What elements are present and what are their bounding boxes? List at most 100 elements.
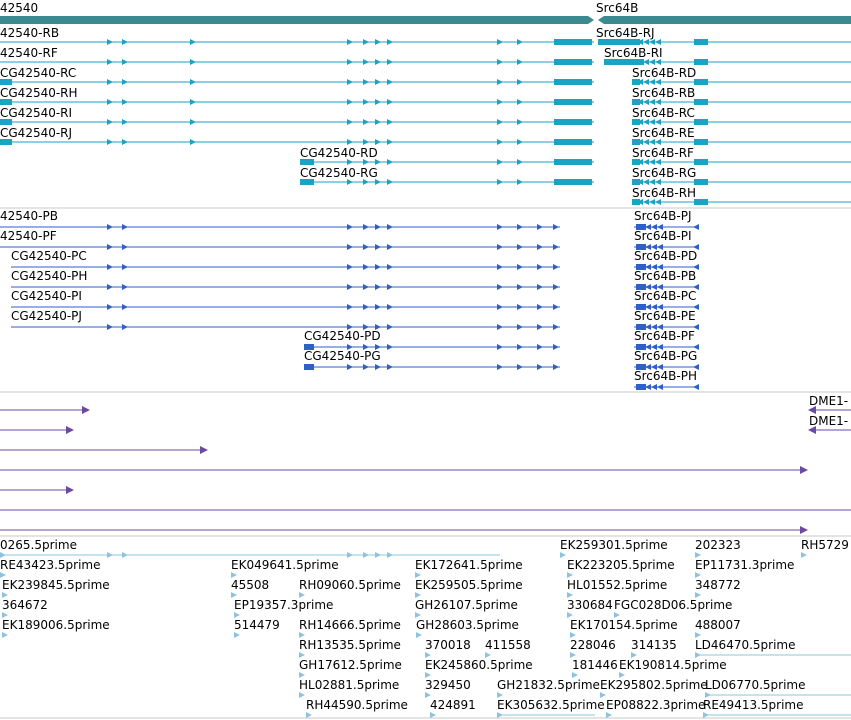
exon-block[interactable] bbox=[694, 139, 708, 145]
exon-block[interactable] bbox=[636, 364, 646, 370]
est-label[interactable]: EK295802.5prime bbox=[600, 678, 708, 692]
est-label[interactable]: 364672 bbox=[2, 598, 48, 612]
mrna-label[interactable]: Src64B-RE bbox=[632, 126, 695, 140]
protein-label[interactable]: CG42540-PD bbox=[304, 329, 381, 343]
est-label[interactable]: EK245860.5prime bbox=[425, 658, 533, 672]
insertion-label[interactable]: DME1- bbox=[809, 414, 848, 428]
exon-block[interactable] bbox=[694, 199, 708, 205]
exon-block[interactable] bbox=[636, 284, 646, 290]
mrna-label[interactable]: Src64B-RI bbox=[604, 46, 663, 60]
mrna-label[interactable]: Src64B-RH bbox=[632, 186, 696, 200]
exon-block[interactable] bbox=[632, 99, 640, 105]
est-label[interactable]: EK172641.5prime bbox=[415, 558, 523, 572]
est-label[interactable]: EP11731.3prime bbox=[695, 558, 794, 572]
exon-block[interactable] bbox=[0, 79, 12, 85]
protein-label[interactable]: CG42540-PC bbox=[11, 249, 87, 263]
est-label[interactable]: EK049641.5prime bbox=[231, 558, 339, 572]
exon-block[interactable] bbox=[598, 39, 638, 45]
est-label[interactable]: 314135 bbox=[631, 638, 677, 652]
exon-block[interactable] bbox=[632, 179, 640, 185]
exon-block[interactable] bbox=[632, 119, 640, 125]
est-label[interactable]: HL02881.5prime bbox=[299, 678, 399, 692]
est-label[interactable]: 202323 bbox=[695, 538, 741, 552]
exon-block[interactable] bbox=[636, 324, 646, 330]
est-label[interactable]: RH13535.5prime bbox=[299, 638, 401, 652]
est-label[interactable]: EK305632.5prime bbox=[497, 698, 605, 712]
est-label[interactable]: 45508 bbox=[231, 578, 269, 592]
exon-block[interactable] bbox=[0, 119, 12, 125]
exon-block[interactable] bbox=[694, 179, 708, 185]
mrna-label[interactable]: CG42540-RC bbox=[0, 66, 76, 80]
gene-bar-cg42540[interactable] bbox=[0, 16, 594, 24]
exon-block[interactable] bbox=[636, 224, 646, 230]
est-label[interactable]: GH17612.5prime bbox=[299, 658, 402, 672]
est-label[interactable]: EK239845.5prime bbox=[2, 578, 110, 592]
est-label[interactable]: 181446 bbox=[572, 658, 618, 672]
est-label[interactable]: HL01552.5prime bbox=[567, 578, 667, 592]
exon-block[interactable] bbox=[0, 139, 12, 145]
protein-label[interactable]: Src64B-PI bbox=[634, 229, 692, 243]
exon-block[interactable] bbox=[632, 159, 640, 165]
mrna-label[interactable]: Src64B-RD bbox=[632, 66, 696, 80]
exon-block[interactable] bbox=[636, 384, 646, 390]
est-label[interactable]: RE43423.5prime bbox=[0, 558, 101, 572]
mrna-label[interactable]: Src64B-RF bbox=[632, 146, 694, 160]
exon-block[interactable] bbox=[0, 99, 12, 105]
est-label[interactable]: 514479 bbox=[234, 618, 280, 632]
exon-block[interactable] bbox=[636, 344, 646, 350]
exon-block[interactable] bbox=[304, 364, 314, 370]
est-label[interactable]: RH5729 bbox=[801, 538, 849, 552]
est-label[interactable]: RH14666.5prime bbox=[299, 618, 401, 632]
est-label[interactable]: RE49413.5prime bbox=[703, 698, 804, 712]
protein-label[interactable]: CG42540-PJ bbox=[11, 309, 82, 323]
est-label[interactable]: EK223205.5prime bbox=[567, 558, 675, 572]
est-label[interactable]: 411558 bbox=[485, 638, 531, 652]
est-label[interactable]: 228046 bbox=[570, 638, 616, 652]
exon-block[interactable] bbox=[554, 159, 592, 165]
exon-block[interactable] bbox=[632, 39, 640, 45]
exon-block[interactable] bbox=[694, 99, 708, 105]
protein-label[interactable]: CG42540-PH bbox=[11, 269, 87, 283]
mrna-label[interactable]: CG42540-RG bbox=[300, 166, 378, 180]
protein-label[interactable]: 42540-PF bbox=[0, 229, 57, 243]
protein-label[interactable]: Src64B-PB bbox=[634, 269, 696, 283]
mrna-label[interactable]: 42540-RF bbox=[0, 46, 58, 60]
est-label[interactable]: FGC028D06.5prime bbox=[614, 598, 732, 612]
protein-label[interactable]: Src64B-PC bbox=[634, 289, 696, 303]
est-label[interactable]: EK259301.5prime bbox=[560, 538, 668, 552]
protein-label[interactable]: 42540-PB bbox=[0, 209, 58, 223]
est-label[interactable]: 329450 bbox=[425, 678, 471, 692]
exon-block[interactable] bbox=[632, 139, 640, 145]
mrna-label[interactable]: Src64B-RB bbox=[632, 86, 695, 100]
mrna-label[interactable]: 42540-RB bbox=[0, 26, 59, 40]
mrna-label[interactable]: CG42540-RJ bbox=[0, 126, 72, 140]
exon-block[interactable] bbox=[300, 159, 314, 165]
est-label[interactable]: 0265.5prime bbox=[0, 538, 77, 552]
exon-block[interactable] bbox=[636, 244, 646, 250]
est-label[interactable]: LD46470.5prime bbox=[695, 638, 796, 652]
exon-block[interactable] bbox=[694, 159, 708, 165]
est-label[interactable]: 348772 bbox=[695, 578, 741, 592]
exon-block[interactable] bbox=[632, 199, 640, 205]
est-label[interactable]: EK190814.5prime bbox=[619, 658, 727, 672]
gene-label-src64b[interactable]: Src64B bbox=[596, 1, 638, 15]
est-label[interactable]: EK170154.5prime bbox=[570, 618, 678, 632]
est-label[interactable]: GH28603.5prime bbox=[416, 618, 519, 632]
est-label[interactable]: GH26107.5prime bbox=[415, 598, 518, 612]
est-label[interactable]: 370018 bbox=[425, 638, 471, 652]
protein-label[interactable]: Src64B-PH bbox=[634, 369, 697, 383]
exon-block[interactable] bbox=[604, 59, 644, 65]
exon-block[interactable] bbox=[300, 179, 314, 185]
exon-block[interactable] bbox=[554, 139, 592, 145]
exon-block[interactable] bbox=[632, 79, 640, 85]
exon-block[interactable] bbox=[554, 59, 592, 65]
mrna-label[interactable]: CG42540-RI bbox=[0, 106, 72, 120]
est-label[interactable]: 488007 bbox=[695, 618, 741, 632]
est-label[interactable]: EP08822.3prime bbox=[606, 698, 705, 712]
exon-block[interactable] bbox=[554, 119, 592, 125]
mrna-label[interactable]: CG42540-RH bbox=[0, 86, 78, 100]
est-label[interactable]: GH21832.5prime bbox=[497, 678, 600, 692]
exon-block[interactable] bbox=[554, 39, 592, 45]
mrna-label[interactable]: Src64B-RC bbox=[632, 106, 695, 120]
est-label[interactable]: EK189006.5prime bbox=[2, 618, 110, 632]
